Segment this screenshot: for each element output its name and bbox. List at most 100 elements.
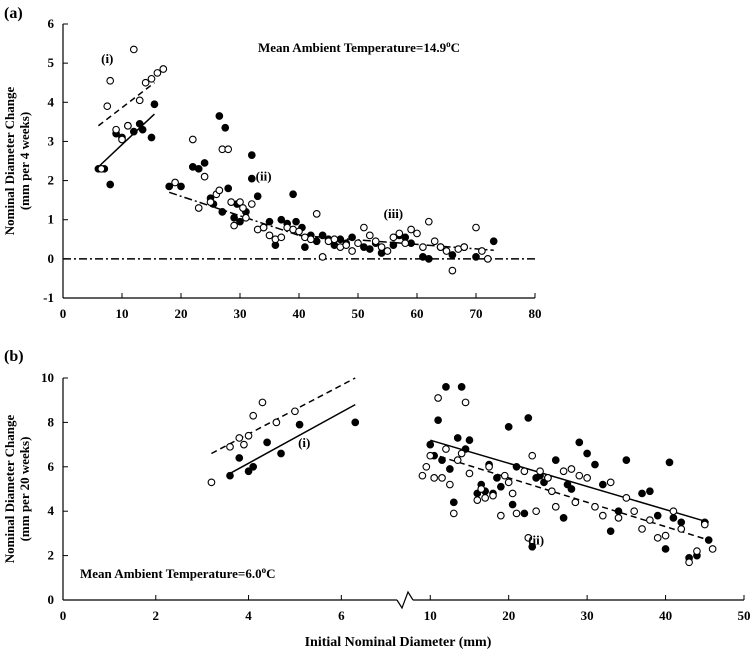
- open-point-a: [371, 237, 380, 246]
- y-tick-label-a: 1: [48, 212, 55, 227]
- open-point-b: [291, 407, 299, 416]
- axis-break-mark: [396, 590, 414, 610]
- y-axis-label-sub-b: (mm per 20 weeks): [17, 437, 32, 542]
- open-point-a: [442, 247, 451, 255]
- open-point-a: [407, 225, 415, 234]
- x-tick-label-a: 50: [352, 306, 365, 321]
- open-point-b: [453, 456, 462, 464]
- open-point-a: [118, 135, 126, 144]
- open-point-b: [524, 533, 533, 542]
- open-point-b: [422, 462, 431, 471]
- filled-point-b: [665, 458, 674, 467]
- filled-point-b: [277, 449, 285, 458]
- open-point-a: [236, 198, 244, 206]
- open-point-a: [200, 172, 209, 181]
- filled-point-a: [147, 133, 156, 142]
- filled-point-b: [524, 414, 533, 422]
- x-tick-label-a: 20: [175, 306, 188, 321]
- filled-point-b: [575, 438, 584, 447]
- filled-point-b: [591, 460, 599, 469]
- open-point-a: [215, 186, 224, 195]
- region-label-b: (ii): [528, 533, 544, 548]
- open-point-a: [106, 76, 115, 85]
- fit-line-a-dashed: [97, 82, 155, 127]
- open-point-b: [465, 469, 474, 478]
- filled-point-a: [277, 215, 286, 224]
- open-point-b: [532, 507, 540, 516]
- x-tick-label-a: 60: [411, 306, 424, 321]
- filled-point-b: [263, 438, 271, 447]
- filled-point-b: [520, 509, 529, 518]
- y-tick-label-a: 5: [48, 55, 55, 70]
- open-point-a: [483, 255, 492, 263]
- open-point-b: [614, 514, 623, 522]
- x-tick-label-b: 20: [502, 608, 515, 623]
- filled-point-b: [559, 514, 568, 522]
- region-label-a: (iii): [384, 206, 404, 221]
- filled-point-b: [661, 545, 670, 553]
- filled-point-b: [449, 498, 458, 507]
- open-point-a: [419, 243, 427, 251]
- filled-point-a: [200, 159, 209, 167]
- fit-line-b-solid: [430, 439, 709, 524]
- fit-line-a-solid: [97, 113, 155, 168]
- filled-point-a: [365, 245, 374, 253]
- open-point-b: [544, 474, 552, 482]
- open-point-a: [129, 45, 138, 54]
- filled-point-b: [677, 518, 686, 527]
- open-point-b: [508, 489, 517, 498]
- open-point-a: [159, 65, 168, 73]
- open-point-a: [395, 229, 404, 238]
- open-point-b: [571, 498, 580, 507]
- y-tick-label-a: 4: [48, 94, 55, 109]
- y-tick-label-a: 0: [48, 251, 55, 266]
- open-point-a: [230, 221, 238, 230]
- filled-point-b: [434, 416, 442, 425]
- x-tick-label-b: 2: [153, 608, 160, 623]
- filled-point-a: [247, 151, 256, 159]
- open-point-b: [244, 431, 253, 440]
- open-point-b: [434, 394, 442, 402]
- open-point-b: [551, 502, 560, 511]
- annotation-text: Mean Ambient Temperature=14.9: [258, 40, 447, 55]
- y-tick-label-b: 8: [48, 414, 55, 429]
- open-point-a: [135, 96, 144, 105]
- filled-point-b: [426, 440, 435, 449]
- fit-line-b-solid: [229, 403, 356, 475]
- open-point-b: [496, 511, 505, 520]
- open-point-b: [258, 398, 267, 407]
- x-tick-label-b: 6: [338, 608, 345, 623]
- open-point-b: [249, 411, 258, 420]
- filled-point-b: [235, 454, 244, 462]
- filled-point-a: [253, 192, 262, 201]
- open-point-b: [418, 471, 427, 480]
- filled-point-a: [135, 119, 144, 128]
- region-label-a: (ii): [256, 169, 272, 184]
- temperature-annotation-a: Mean Ambient Temperature=14.9oC: [258, 39, 460, 55]
- y-tick-label-b: 0: [48, 592, 55, 607]
- open-point-a: [424, 217, 433, 226]
- x-axis-title: Initial Nominal Diameter (mm): [305, 635, 492, 650]
- y-axis-label-sub-a: (mm per 4 weeks): [17, 112, 32, 210]
- open-point-a: [448, 266, 457, 275]
- open-point-b: [504, 478, 513, 487]
- filled-point-a: [247, 174, 256, 183]
- open-point-b: [520, 467, 529, 476]
- annotation-text: Mean Ambient Temperature=6.0: [80, 566, 262, 581]
- open-point-a: [194, 204, 203, 212]
- open-point-a: [103, 102, 112, 111]
- filled-point-b: [438, 456, 446, 464]
- filled-point-a: [489, 237, 498, 246]
- open-point-b: [638, 525, 646, 533]
- filled-point-b: [638, 489, 646, 498]
- filled-point-a: [265, 217, 274, 226]
- filled-point-a: [448, 251, 457, 259]
- filled-point-b: [512, 462, 521, 471]
- open-point-b: [528, 451, 537, 460]
- fit-line-b-dashed: [430, 452, 709, 541]
- open-point-b: [685, 558, 693, 567]
- filled-point-b: [493, 474, 501, 482]
- panel-label-b: (b): [4, 348, 24, 365]
- filled-point-b: [614, 507, 623, 516]
